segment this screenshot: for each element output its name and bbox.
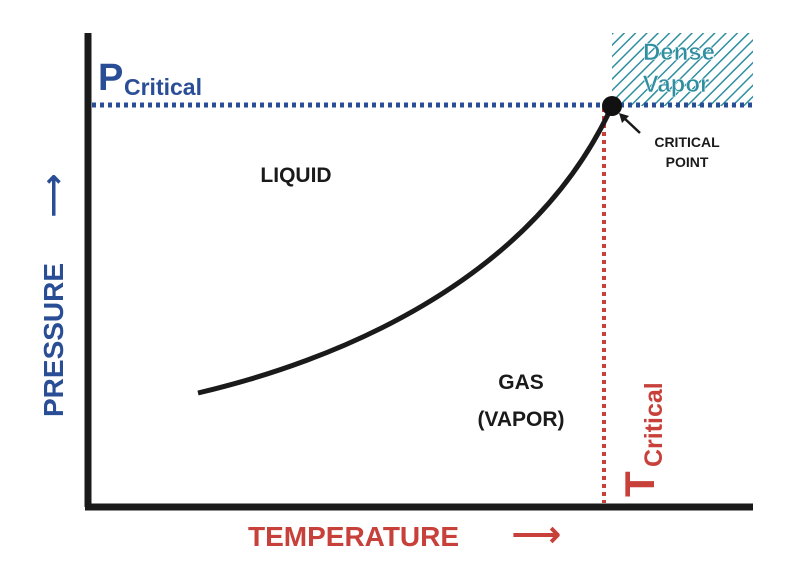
dense-vapor-region [612, 33, 753, 106]
p-critical-main: P [98, 57, 123, 99]
critical-point-dot [602, 96, 622, 116]
critical-point-label-line1: CRITICAL [654, 134, 720, 150]
liquid-region-label: LIQUID [260, 164, 331, 187]
gas-region-label-line1: GAS [498, 371, 544, 394]
t-critical-sub: Critical [640, 382, 668, 467]
p-critical-label: P Critical [98, 57, 202, 100]
vapor-pressure-curve [197, 104, 615, 396]
y-axis-arrow: ⟶ [37, 174, 70, 217]
critical-point-pointer [622, 116, 641, 134]
t-critical-label: T Critical [616, 382, 668, 497]
x-axis-arrow: ⟶ [512, 516, 561, 554]
gas-region-label-line2: (VAPOR) [477, 408, 564, 431]
dense-vapor-label-line1: Dense [643, 39, 715, 66]
dense-vapor-label-line2: Vapor [643, 71, 710, 98]
y-axis-label: PRESSURE [38, 263, 69, 417]
t-critical-main: T [616, 471, 663, 497]
critical-point-label-line2: POINT [666, 154, 709, 170]
x-axis-label: TEMPERATURE [248, 521, 459, 552]
critical-point-pointer-head [619, 113, 629, 123]
p-critical-sub: Critical [124, 74, 202, 100]
